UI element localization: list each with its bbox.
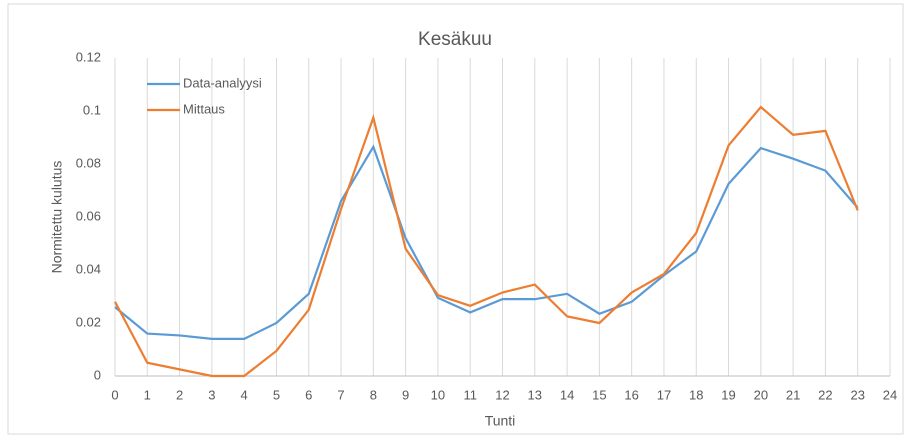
legend-label: Mittaus (183, 101, 225, 116)
x-tick-label: 8 (370, 387, 377, 402)
series-line (114, 105, 859, 378)
x-tick-label: 1 (144, 387, 151, 402)
x-tick-label: 7 (337, 387, 344, 402)
x-tick-label: 3 (208, 387, 215, 402)
y-tick-label: 0.12 (76, 49, 101, 64)
x-tick-label: 4 (241, 387, 248, 402)
x-tick-label: 5 (273, 387, 280, 402)
y-tick-label: 0.02 (76, 314, 101, 329)
x-tick-label: 23 (850, 387, 864, 402)
x-tick-label: 16 (624, 387, 638, 402)
y-tick-label: 0.1 (83, 102, 101, 117)
x-tick-label: 2 (176, 387, 183, 402)
x-axis-label: Tunti (485, 413, 516, 429)
chart-frame (7, 3, 904, 435)
x-tick-label: 18 (689, 387, 703, 402)
x-tick-label: 9 (402, 387, 409, 402)
x-tick-label: 24 (883, 387, 897, 402)
x-tick-label: 13 (528, 387, 542, 402)
y-tick-label: 0 (94, 367, 101, 382)
series-line (114, 144, 859, 340)
y-tick-label: 0.04 (76, 261, 101, 276)
x-tick-label: 10 (431, 387, 445, 402)
x-tick-label: 20 (754, 387, 768, 402)
y-tick-label: 0.08 (76, 155, 101, 170)
legend-label: Data-analyysi (183, 75, 262, 90)
x-tick-label: 22 (818, 387, 832, 402)
x-tick-label: 17 (657, 387, 671, 402)
x-tick-label: 14 (560, 387, 574, 402)
y-axis-label: Normitettu kulutus (49, 161, 65, 274)
x-tick-label: 11 (463, 387, 477, 402)
x-tick-label: 6 (305, 387, 312, 402)
x-tick-label: 0 (111, 387, 118, 402)
chart-title: Kesäkuu (418, 29, 492, 50)
y-tick-label: 0.06 (76, 208, 101, 223)
x-tick-label: 15 (592, 387, 606, 402)
x-tick-label: 12 (495, 387, 509, 402)
x-tick-label: 21 (786, 387, 800, 402)
x-tick-label: 19 (721, 387, 735, 402)
